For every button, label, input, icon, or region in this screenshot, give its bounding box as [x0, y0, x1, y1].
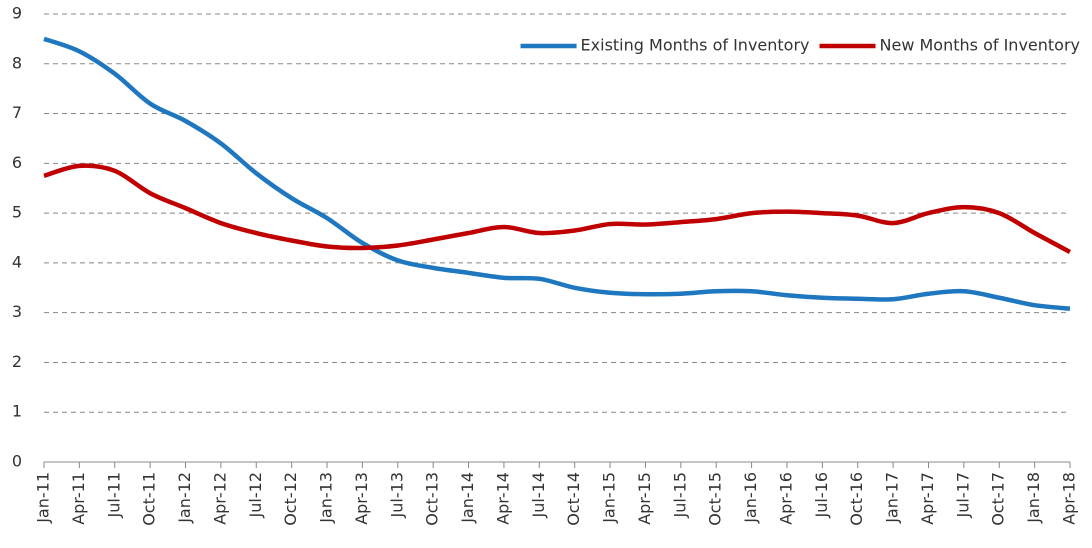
x-tick-label: Apr-12: [210, 472, 229, 525]
x-tick-label: Oct-13: [423, 472, 442, 526]
x-tick-label: Oct-12: [281, 472, 300, 526]
x-tick-label: Jul-14: [529, 472, 548, 518]
x-tick-label: Apr-13: [352, 472, 371, 525]
y-tick-label: 4: [12, 252, 22, 271]
x-tick-label: Jan-12: [175, 472, 194, 524]
y-tick-label: 0: [12, 452, 22, 471]
x-tick-label: Jul-13: [387, 472, 406, 518]
x-tick-label: Apr-11: [69, 472, 88, 525]
x-tick-label: Jul-12: [246, 472, 265, 518]
x-tick-label: Jan-14: [458, 472, 477, 524]
x-tick-label: Jan-16: [741, 472, 760, 524]
y-tick-label: 8: [12, 53, 22, 72]
legend-label: New Months of Inventory: [880, 36, 1080, 55]
x-tick-label: Jan-15: [600, 472, 619, 524]
y-tick-label: 1: [12, 402, 22, 421]
x-tick-label: Apr-16: [776, 472, 795, 525]
x-tick-label: Jan-17: [883, 472, 902, 524]
x-tick-label: Jul-15: [670, 472, 689, 518]
x-tick-label: Apr-17: [918, 472, 937, 525]
x-tick-label: Oct-11: [140, 472, 159, 526]
x-tick-label: Oct-16: [847, 472, 866, 526]
y-tick-label: 2: [12, 352, 22, 371]
x-tick-label: Oct-17: [989, 472, 1008, 526]
x-tick-label: Apr-14: [493, 472, 512, 525]
y-tick-label: 3: [12, 302, 22, 321]
line: [43, 36, 1071, 311]
legend-label: Existing Months of Inventory: [581, 36, 810, 55]
x-tick-label: Jan-13: [317, 472, 336, 524]
y-tick-label: 7: [12, 103, 22, 122]
x-tick-label: Jul-17: [953, 472, 972, 518]
y-tick-label: 5: [12, 203, 22, 222]
x-tick-label: Apr-15: [635, 472, 654, 525]
line: [43, 163, 1072, 254]
x-tick-label: Oct-14: [564, 472, 583, 526]
x-tick-label: Apr-18: [1060, 472, 1079, 525]
x-tick-label: Oct-15: [706, 472, 725, 526]
y-tick-label: 6: [12, 153, 22, 172]
x-tick-label: Jul-11: [104, 472, 123, 518]
y-tick-label: 9: [12, 4, 22, 23]
x-tick-label: Jan-18: [1024, 472, 1043, 524]
x-tick-label: Jul-16: [812, 472, 831, 518]
x-tick-label: Jan-11: [34, 472, 53, 524]
